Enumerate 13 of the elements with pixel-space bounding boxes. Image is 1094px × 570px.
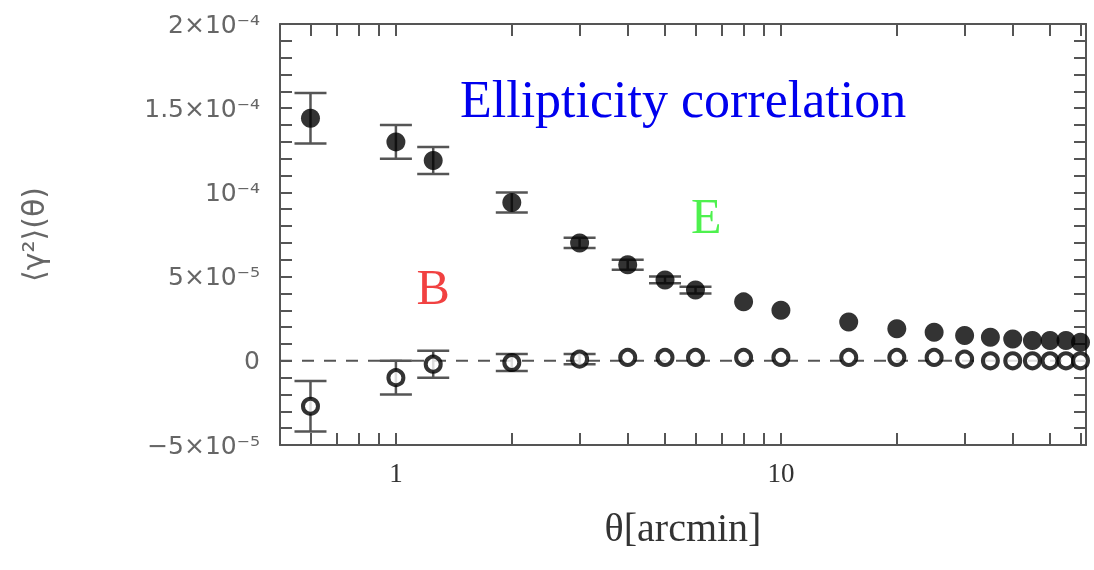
y-tick-label: 2×10⁻⁴ bbox=[168, 9, 260, 39]
x-axis-title: θ[arcmin] bbox=[604, 504, 762, 550]
y-axis-title: ⟨γ²⟩(θ) bbox=[15, 187, 51, 282]
y-tick-label: 5×10⁻⁵ bbox=[168, 262, 260, 292]
y-tick-label: −5×10⁻⁵ bbox=[147, 430, 260, 460]
y-tick-label: 1.5×10⁻⁴ bbox=[144, 93, 260, 123]
series-label: E bbox=[691, 187, 722, 244]
text: Ellipticity correlation bbox=[460, 70, 907, 128]
y-tick-label: 0 bbox=[244, 346, 260, 376]
x-tick-label: 1 bbox=[389, 457, 403, 488]
x-tick-label: 10 bbox=[767, 457, 795, 488]
y-tick-label: 10⁻⁴ bbox=[204, 177, 260, 207]
series-label: B bbox=[416, 258, 450, 315]
